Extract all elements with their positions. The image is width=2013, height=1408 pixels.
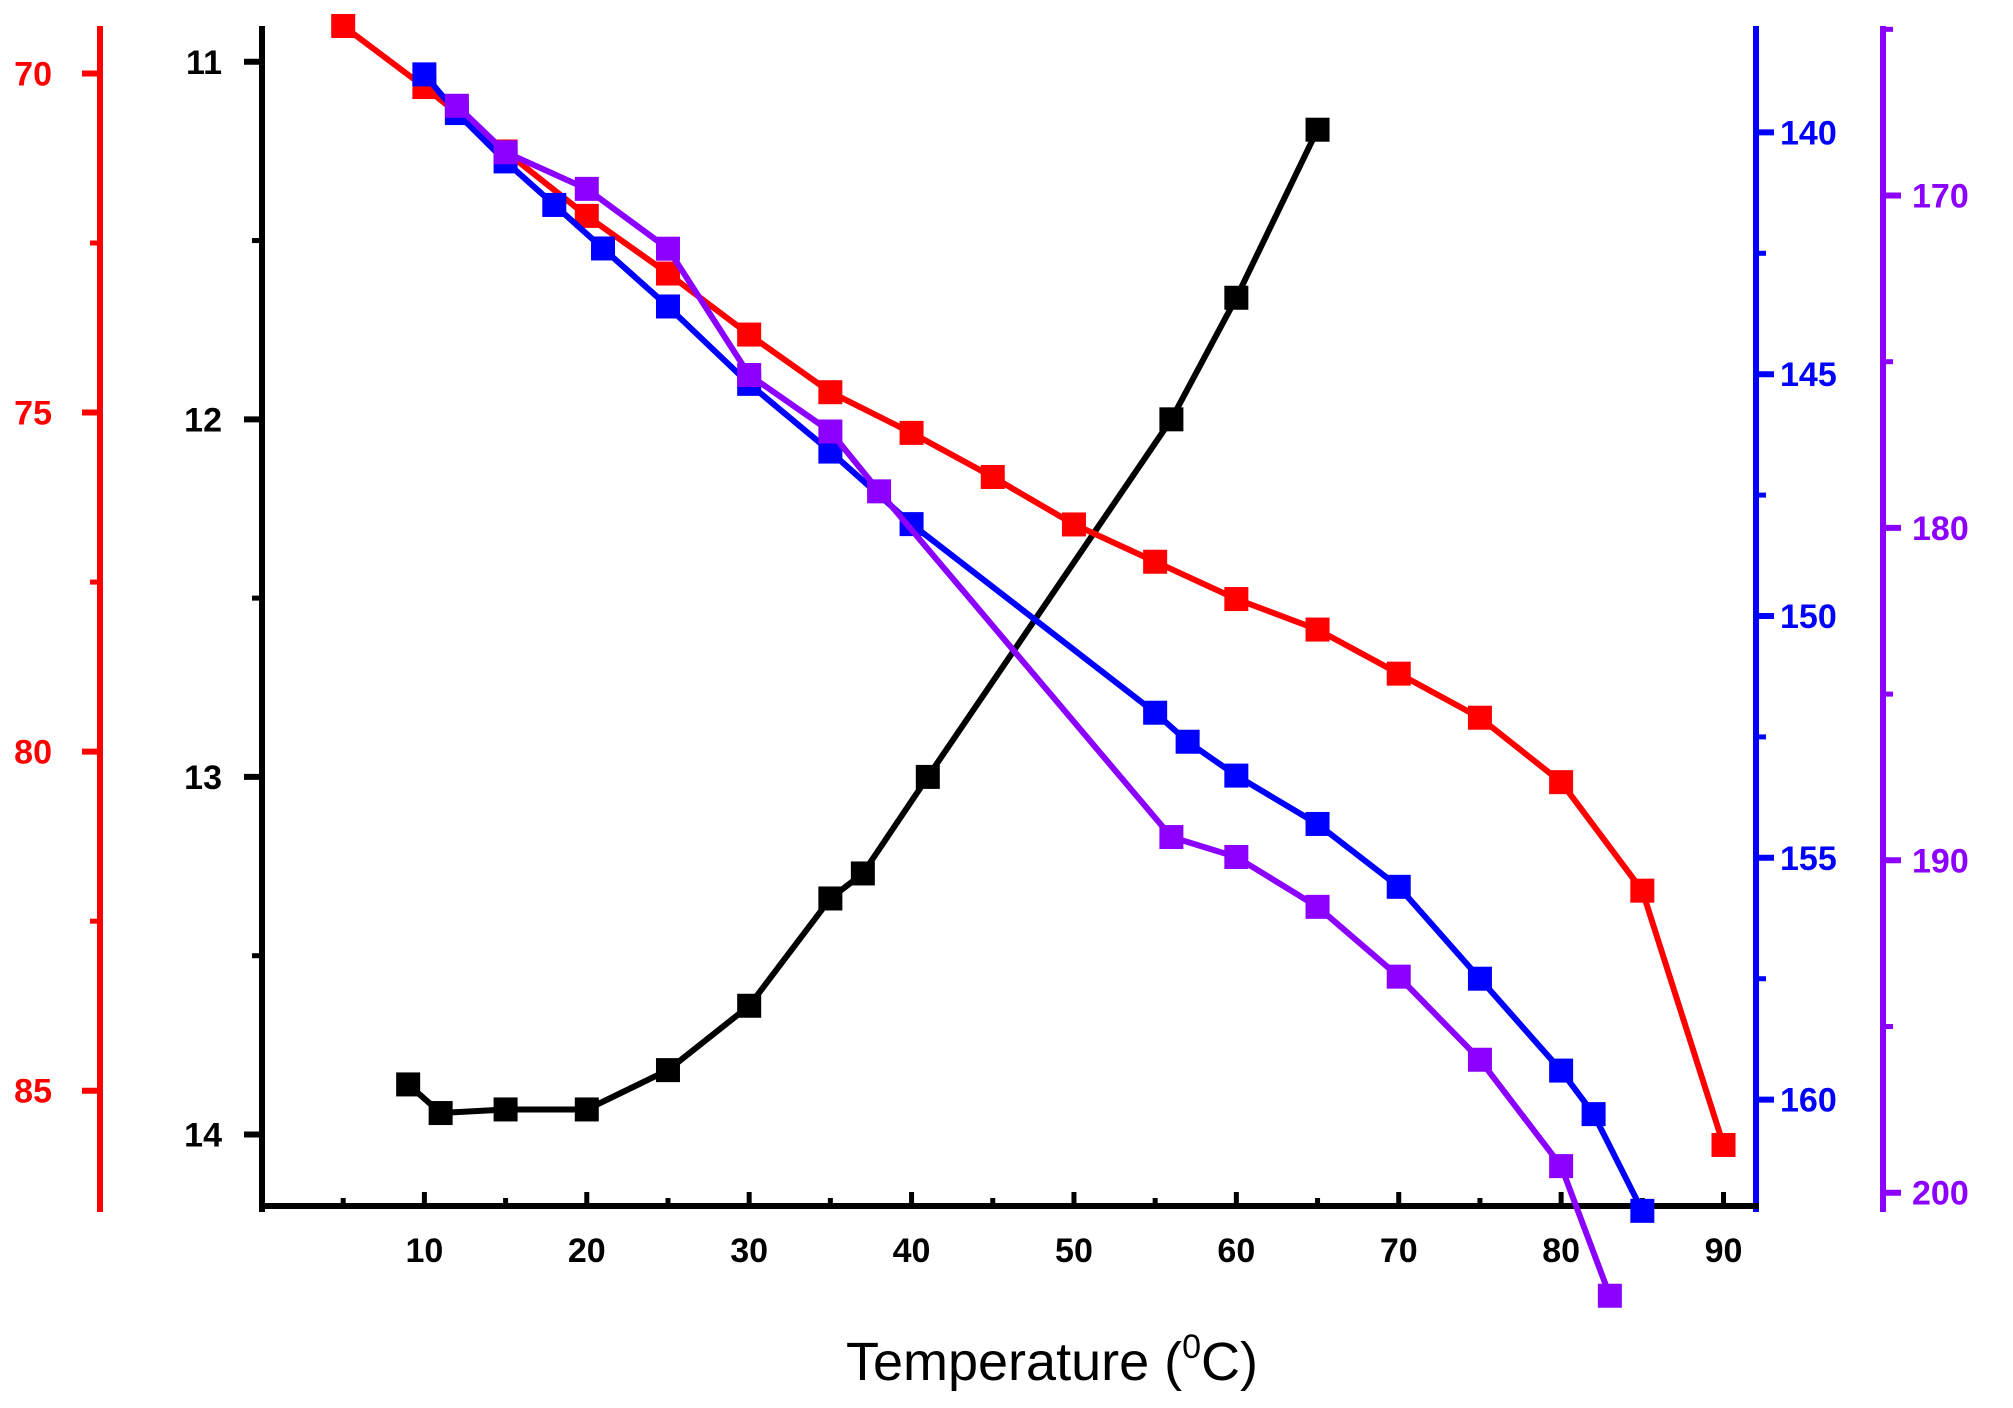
red-axis-tick-label: 80 [14, 734, 52, 772]
x-axis-title-superscript: 0 [1182, 1328, 1201, 1366]
purple-data-point [867, 479, 892, 504]
blue-data-point [1467, 966, 1492, 991]
black-axis-tick-label: 14 [184, 1116, 222, 1154]
black-data-point [1305, 117, 1330, 142]
red-data-point [1305, 617, 1330, 642]
purple-data-point [493, 140, 518, 165]
black-axis-tick-label: 11 [186, 44, 222, 82]
x-axis-tick-label: 40 [893, 1232, 931, 1270]
blue-data-point [1386, 874, 1411, 899]
black-data-point [396, 1072, 421, 1097]
red-data-point [331, 14, 356, 38]
purple-series-line [454, 103, 1613, 1297]
black-axis-tick-label: 13 [184, 759, 222, 797]
purple-data-point [1224, 844, 1249, 869]
blue-data-point [1175, 729, 1200, 754]
red-data-point [737, 322, 762, 347]
red-data-point [1143, 549, 1168, 574]
purple-data-point [1386, 964, 1411, 989]
purple-data-point [1305, 894, 1330, 919]
x-axis-tick-label: 80 [1542, 1232, 1580, 1270]
blue-data-point [1630, 1198, 1655, 1223]
x-axis-tick-label: 20 [568, 1232, 606, 1270]
black-data-point [428, 1101, 453, 1126]
x-axis-tick-label: 50 [1055, 1232, 1093, 1270]
black-data-point [574, 1097, 599, 1122]
blue-axis-tick-label: 140 [1780, 114, 1837, 152]
black-series-line [406, 128, 1321, 1116]
blue-axis-tick-label: 145 [1780, 356, 1837, 394]
black-data-point [915, 764, 940, 789]
red-data-point [1224, 587, 1249, 612]
purple-data-point [444, 93, 469, 118]
black-data-point [818, 886, 843, 911]
blue-data-point [1581, 1102, 1606, 1127]
blue-data-point [1549, 1058, 1574, 1083]
purple-axis-tick-label: 190 [1912, 842, 1969, 880]
black-data-point [655, 1058, 680, 1083]
blue-data-point [542, 192, 567, 217]
red-data-point [980, 464, 1005, 489]
blue-data-point [412, 62, 437, 87]
x-axis-tick-label: 90 [1705, 1232, 1743, 1270]
purple-data-point [818, 419, 843, 444]
axes-layer: 11 12 13 14 70 75 80 85 140 145 150 155 160 170 180 190… [14, 26, 1969, 1270]
purple-data-point [737, 363, 762, 388]
black-data-point [1224, 285, 1249, 310]
blue-data-point [1305, 811, 1330, 836]
x-axis-title-suffix: C) [1201, 1332, 1258, 1392]
purple-data-point [1159, 825, 1184, 850]
blue-data-point [1224, 763, 1249, 788]
purple-axis-tick-label: 170 [1912, 178, 1969, 216]
red-axis-tick-label: 70 [14, 55, 52, 93]
x-axis-tick-label: 30 [730, 1232, 768, 1270]
red-axis-tick-label: 85 [14, 1073, 52, 1111]
purple-axis-tick-label: 200 [1912, 1175, 1969, 1213]
blue-data-point [1143, 700, 1168, 725]
red-data-point [1549, 770, 1574, 795]
blue-axis-tick-label: 160 [1780, 1082, 1837, 1120]
purple-data-point [1549, 1154, 1574, 1179]
blue-axis-tick-label: 155 [1780, 840, 1837, 878]
blue-data-point [655, 294, 680, 319]
red-data-point [1711, 1132, 1736, 1157]
x-axis-tick-label: 60 [1217, 1232, 1255, 1270]
red-data-point [1386, 661, 1411, 686]
purple-data-point [574, 176, 599, 201]
x-axis-title: Temperature (0C) [846, 1328, 1258, 1392]
red-data-point [899, 420, 924, 445]
red-data-point [1467, 705, 1492, 730]
black-data-point [737, 993, 762, 1018]
red-axis-tick-label: 75 [14, 395, 52, 433]
purple-data-point [1467, 1047, 1492, 1072]
blue-axis-tick-label: 150 [1780, 598, 1837, 636]
red-data-point [818, 380, 843, 405]
red-data-point [1630, 878, 1655, 903]
purple-data-point [655, 236, 680, 261]
black-data-point [1159, 407, 1184, 432]
purple-axis-tick-label: 180 [1912, 510, 1969, 548]
series-layer [331, 14, 1736, 1308]
red-series-line [341, 23, 1727, 1146]
black-data-point [850, 861, 875, 886]
x-axis-tick-label: 10 [405, 1232, 443, 1270]
x-axis-tick-label: 70 [1380, 1232, 1418, 1270]
red-data-point [1061, 512, 1086, 537]
blue-data-point [591, 236, 616, 261]
black-data-point [493, 1097, 518, 1122]
black-axis-tick-label: 12 [184, 401, 222, 439]
purple-data-point [1597, 1283, 1622, 1308]
x-axis-title-prefix: Temperature ( [846, 1332, 1182, 1392]
